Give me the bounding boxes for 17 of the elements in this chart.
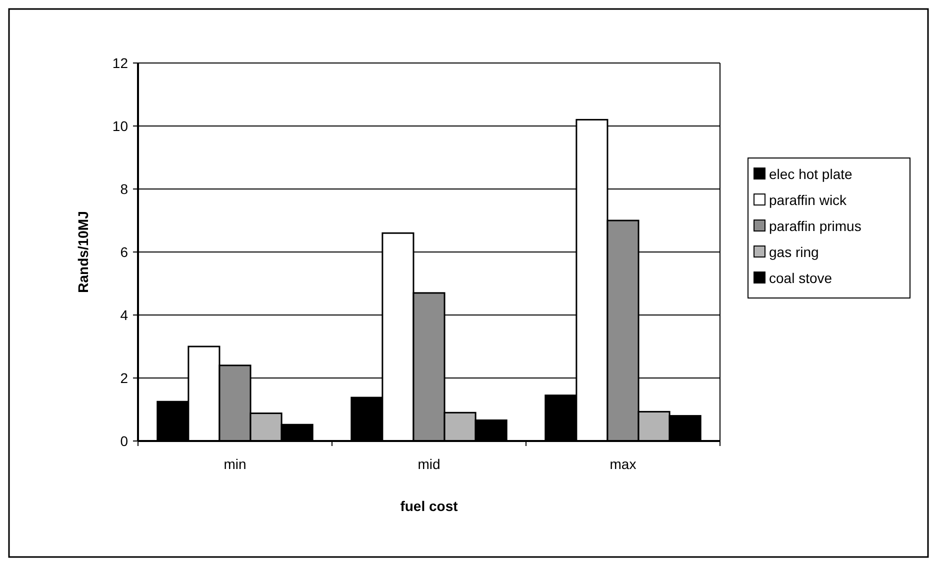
legend-label: paraffin wick: [769, 192, 848, 208]
y-axis-title: Rands/10MJ: [75, 211, 91, 293]
x-tick-label: min: [224, 456, 246, 472]
legend-label: coal stove: [769, 270, 832, 286]
y-tick-label: 4: [120, 306, 128, 323]
y-tick-label: 10: [112, 118, 128, 134]
x-axis-title: fuel cost: [400, 498, 458, 514]
y-tick-label: 6: [120, 244, 128, 260]
x-tick-label: mid: [418, 456, 440, 472]
legend-label: paraffin primus: [769, 218, 862, 234]
y-tick-label: 12: [112, 54, 128, 71]
y-tick-label: 0: [120, 432, 128, 449]
legend-label: gas ring: [769, 244, 819, 260]
y-tick-label: 2: [120, 370, 128, 386]
y-tick-label: 8: [120, 180, 128, 197]
legend-label: elec hot plate: [769, 166, 852, 182]
x-tick-label: max: [610, 456, 636, 472]
